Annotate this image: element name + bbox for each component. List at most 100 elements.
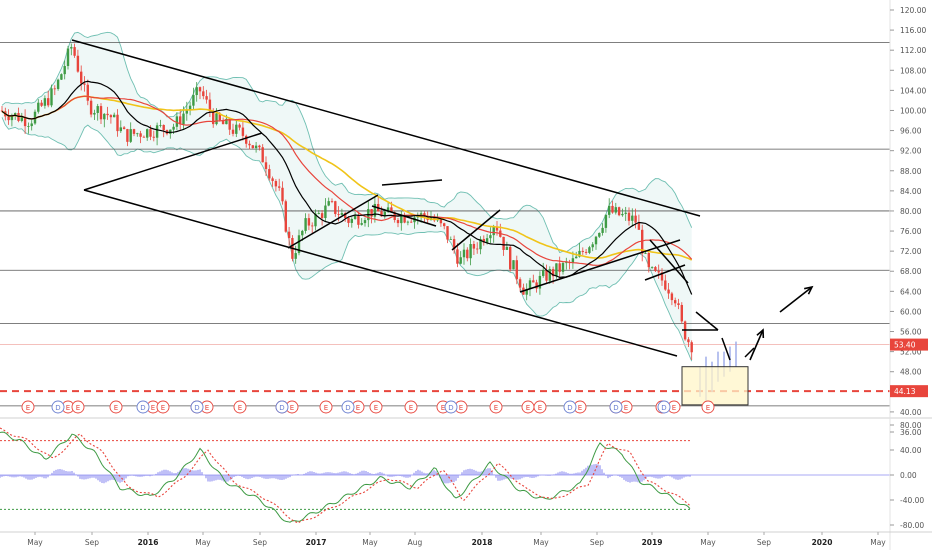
candle-body[interactable] (76, 55, 80, 72)
candle-body[interactable] (446, 226, 449, 240)
candle-body[interactable] (532, 280, 535, 283)
candle-body[interactable] (198, 87, 202, 92)
candle-body[interactable] (571, 258, 575, 263)
candle-body[interactable] (261, 147, 264, 163)
price-pane[interactable]: EEDEEEDEEEDEEEDEEDEEEEDEEEEDEEDEEDE (0, 31, 890, 414)
candle-body[interactable] (264, 162, 268, 170)
candle-body[interactable] (469, 244, 472, 259)
candle-body[interactable] (185, 109, 188, 114)
candle-body[interactable] (423, 213, 426, 217)
candle-body[interactable] (373, 203, 377, 217)
candle-body[interactable] (113, 114, 116, 118)
candle-body[interactable] (20, 116, 23, 121)
candle-body[interactable] (195, 87, 198, 96)
candle-body[interactable] (248, 143, 251, 146)
earnings-marker[interactable] (533, 400, 547, 414)
candle-body[interactable] (386, 207, 390, 212)
candle-body[interactable] (347, 217, 350, 223)
oscillator-axis[interactable]: 80.00 40.00 0.00 -40.00 -80.00 (890, 421, 924, 530)
candle-body[interactable] (674, 300, 677, 304)
candle-body[interactable] (83, 83, 86, 85)
candle-body[interactable] (515, 260, 518, 280)
candle-body[interactable] (63, 65, 66, 75)
candle-body[interactable] (466, 249, 469, 259)
candle-body[interactable] (238, 124, 241, 128)
candle-body[interactable] (327, 201, 330, 206)
trend-line[interactable] (519, 239, 681, 293)
candle-body[interactable] (588, 247, 591, 253)
candle-body[interactable] (7, 116, 10, 121)
candle-body[interactable] (565, 262, 568, 264)
trend-line[interactable] (695, 311, 719, 331)
candle-body[interactable] (132, 129, 136, 134)
candle-body[interactable] (545, 270, 548, 281)
candle-body[interactable] (14, 113, 17, 116)
trend-line[interactable] (71, 39, 701, 217)
candle-body[interactable] (116, 114, 119, 132)
candle-body[interactable] (452, 239, 456, 250)
trend-line[interactable] (83, 189, 678, 357)
candle-body[interactable] (670, 293, 674, 301)
candle-body[interactable] (301, 230, 304, 236)
candle-body[interactable] (410, 221, 413, 223)
candle-body[interactable] (621, 213, 624, 216)
candle-body[interactable] (221, 120, 225, 125)
candle-body[interactable] (47, 98, 50, 106)
candle-body[interactable] (66, 48, 70, 66)
candle-body[interactable] (126, 129, 129, 142)
candle-body[interactable] (660, 272, 664, 281)
candle-body[interactable] (146, 129, 149, 138)
candle-body[interactable] (96, 106, 99, 113)
candle-body[interactable] (535, 282, 538, 289)
candle-body[interactable] (136, 133, 139, 135)
candle-body[interactable] (601, 227, 604, 233)
candle-body[interactable] (555, 263, 558, 277)
candle-body[interactable] (268, 169, 271, 179)
candle-body[interactable] (634, 215, 637, 223)
candle-body[interactable] (330, 201, 334, 202)
candle-body[interactable] (479, 238, 482, 250)
candle-body[interactable] (93, 112, 96, 115)
earnings-marker[interactable] (71, 400, 85, 414)
candle-body[interactable] (27, 126, 30, 127)
candle-body[interactable] (472, 244, 476, 249)
candle-body[interactable] (631, 215, 634, 221)
candle-body[interactable] (334, 201, 337, 215)
candle-body[interactable] (109, 115, 113, 118)
candle-body[interactable] (360, 223, 363, 225)
candle-body[interactable] (505, 246, 509, 250)
candle-body[interactable] (278, 186, 281, 188)
candle-body[interactable] (320, 213, 324, 219)
candle-body[interactable] (598, 232, 601, 237)
trend-line[interactable] (287, 194, 379, 249)
candle-body[interactable] (10, 115, 14, 121)
candle-body[interactable] (690, 342, 693, 353)
candle-body[interactable] (617, 207, 621, 216)
candle-body[interactable] (70, 47, 73, 49)
candle-body[interactable] (363, 220, 367, 224)
dividend-marker[interactable] (275, 400, 289, 414)
candle-body[interactable] (103, 113, 106, 120)
dividend-marker[interactable] (444, 400, 458, 414)
candle-body[interactable] (53, 88, 56, 90)
candle-body[interactable] (492, 226, 495, 236)
candle-body[interactable] (106, 113, 109, 116)
candle-body[interactable] (129, 129, 132, 142)
candle-body[interactable] (56, 79, 60, 89)
candle-body[interactable] (647, 252, 650, 268)
candle-body[interactable] (314, 213, 317, 227)
candle-body[interactable] (99, 106, 103, 120)
candle-body[interactable] (212, 111, 215, 125)
candle-body[interactable] (485, 238, 489, 243)
candle-body[interactable] (489, 235, 492, 239)
time-axis[interactable]: May Sep 2016 May Sep 2017 May Aug 2018 May Sep 2019… (0, 531, 932, 547)
candle-body[interactable] (495, 226, 499, 231)
candle-body[interactable] (179, 116, 182, 125)
earnings-marker[interactable] (109, 400, 123, 414)
candle-body[interactable] (581, 250, 584, 252)
candle-body[interactable] (0, 110, 4, 112)
candle-body[interactable] (241, 127, 245, 136)
candle-body[interactable] (627, 212, 631, 221)
candle-body[interactable] (172, 126, 175, 130)
